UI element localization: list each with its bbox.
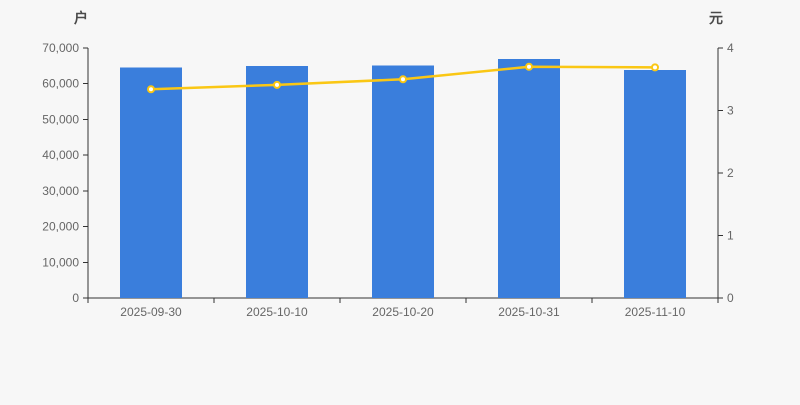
y-axis-right-tick-label: 3 [727, 104, 734, 118]
y-axis-left-tick-label: 70,000 [42, 41, 79, 55]
x-axis-tick-label: 2025-11-10 [625, 305, 686, 319]
data-point-2025-10-31 [525, 62, 533, 71]
bar-2025-10-31 [498, 59, 560, 299]
y-axis-left-tick-label: 50,000 [42, 112, 79, 126]
y-axis-left-tick-label: 20,000 [42, 220, 79, 234]
y-axis-left-tick-label: 0 [72, 291, 79, 305]
y-axis-left-tick-label: 40,000 [42, 148, 79, 162]
data-point-2025-10-10 [273, 80, 281, 89]
data-point-2025-09-30 [147, 85, 155, 94]
x-axis-tick-label: 2025-09-30 [120, 305, 182, 319]
y-axis-right-tick-label: 4 [727, 41, 734, 55]
bar-2025-10-20 [372, 65, 434, 298]
bar-2025-09-30 [120, 67, 182, 299]
y-axis-left-tick-label: 60,000 [42, 77, 79, 91]
data-point-2025-10-20 [399, 75, 407, 84]
y-axis-left-tick-label: 10,000 [42, 255, 79, 269]
y-axis-right-tick-label: 2 [727, 166, 734, 180]
x-axis-tick-label: 2025-10-10 [246, 305, 308, 319]
bar-2025-11-10 [624, 70, 686, 299]
left-axis-unit-label: 户 [74, 10, 88, 26]
y-axis-right-tick-label: 1 [727, 229, 734, 243]
data-point-2025-11-10 [651, 63, 659, 72]
y-axis-right-tick-label: 0 [727, 291, 734, 305]
x-axis-tick-label: 2025-10-20 [372, 305, 434, 319]
bar-2025-10-10 [246, 66, 308, 298]
y-axis-left-tick-label: 30,000 [42, 184, 79, 198]
right-axis-unit-label: 元 [709, 10, 723, 26]
x-axis-tick-label: 2025-10-31 [498, 305, 560, 319]
